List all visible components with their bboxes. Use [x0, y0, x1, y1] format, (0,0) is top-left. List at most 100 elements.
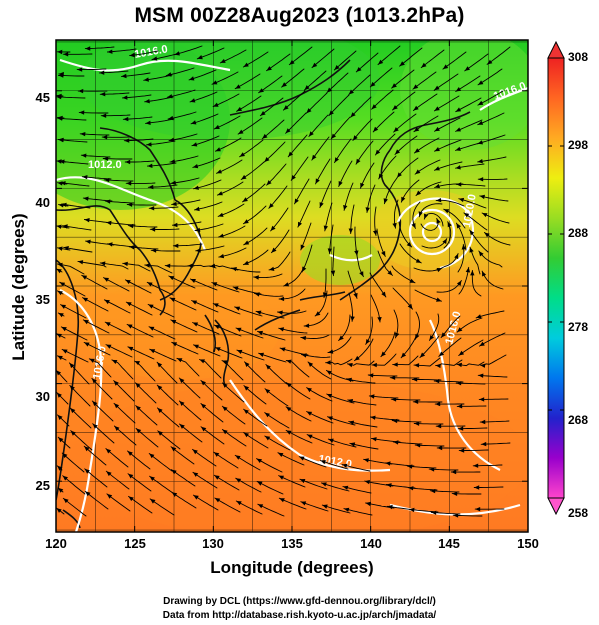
- streamline-arrowhead: [302, 266, 307, 272]
- streamline-arrowhead: [373, 126, 379, 132]
- streamline-arrowhead: [416, 190, 422, 196]
- streamline-arrowhead: [364, 480, 370, 485]
- streamline-arrowhead: [234, 306, 241, 311]
- streamline-arrowhead: [107, 242, 113, 247]
- streamline-arrowhead: [57, 262, 63, 268]
- streamline-arrowhead: [63, 246, 69, 251]
- streamline-arrowhead: [147, 163, 153, 168]
- streamline-arrowhead: [99, 70, 105, 75]
- streamline-arrowhead: [370, 415, 376, 420]
- isobar-label: 1012.0: [317, 453, 352, 471]
- streamline-arrowhead: [56, 392, 62, 398]
- streamline-arrowhead: [127, 202, 133, 207]
- streamline-arrowhead: [222, 360, 228, 365]
- streamline-arrowhead: [434, 378, 440, 384]
- streamline-arrowhead: [476, 314, 482, 319]
- streamline-arrowhead: [447, 221, 452, 228]
- streamline-arrowhead: [409, 507, 415, 513]
- streamline-arrowhead: [434, 85, 440, 91]
- streamline-arrowhead: [283, 282, 290, 287]
- streamline-arrowhead: [258, 88, 264, 93]
- streamline-arrowhead: [327, 349, 334, 354]
- streamline-arrowhead: [349, 442, 356, 447]
- streamline-arrowhead: [169, 159, 176, 164]
- streamline-arrowhead: [487, 59, 493, 65]
- streamline-arrowhead: [243, 385, 250, 391]
- streamline-arrowhead: [170, 319, 177, 325]
- streamline-arrowhead: [70, 408, 76, 414]
- streamline-arrowhead: [469, 230, 475, 236]
- streamline-arrowhead: [414, 148, 420, 153]
- streamline-arrowhead: [170, 180, 176, 185]
- streamline-arrowhead: [57, 49, 63, 55]
- streamline-arrowhead: [477, 159, 483, 164]
- x-tick-marks: [55, 40, 529, 532]
- y-tick-label: 40: [35, 195, 50, 210]
- streamline-arrowhead: [373, 230, 378, 236]
- streamline-arrowhead: [436, 198, 442, 203]
- streamline-arrowhead: [307, 434, 313, 439]
- streamline-arrowhead: [212, 80, 218, 85]
- colorbar-tick-label: 298: [568, 138, 589, 152]
- streamline-arrowhead: [338, 335, 344, 341]
- streamline-arrowhead: [231, 267, 237, 272]
- streamline-arrowhead: [418, 211, 423, 217]
- colorbar-top-arrow: [547, 40, 565, 59]
- streamline-arrowhead: [135, 405, 141, 411]
- streamline-arrowhead: [484, 232, 490, 238]
- streamline-arrowhead: [443, 209, 450, 214]
- streamline-arrowhead: [352, 135, 358, 141]
- streamline-arrowhead: [354, 250, 359, 256]
- streamline-arrowhead: [179, 424, 185, 429]
- streamline-arrowhead: [408, 486, 414, 491]
- x-tick-label: 135: [281, 536, 303, 551]
- x-tick-label: 140: [360, 536, 382, 551]
- streamline-arrowhead: [461, 244, 466, 250]
- streamline-arrowhead: [326, 394, 333, 398]
- streamline-arrowhead: [58, 313, 64, 318]
- streamline-arrowhead: [271, 247, 277, 253]
- streamline-arrowhead: [320, 460, 326, 465]
- streamline-arrowhead: [199, 359, 205, 364]
- streamline-arrowhead: [85, 239, 91, 244]
- streamline-arrowhead: [84, 446, 90, 452]
- streamline-arrowhead: [424, 213, 429, 220]
- streamline-arrowhead: [436, 424, 442, 429]
- streamline-arrowhead: [456, 381, 462, 386]
- streamline-arrowhead: [241, 174, 247, 180]
- streamline-arrowhead: [57, 355, 63, 360]
- streamline-arrowhead: [387, 504, 393, 510]
- streamline-arrowhead: [148, 184, 154, 190]
- streamline-arrowhead: [419, 352, 426, 358]
- streamline-arrowhead: [463, 212, 470, 218]
- streamline-arrowhead: [165, 263, 171, 268]
- colorbar-tick-label: 258: [568, 506, 589, 520]
- streamline-arrowhead: [455, 127, 461, 132]
- streamline-arrowhead: [421, 62, 427, 68]
- streamline-arrowhead: [57, 116, 63, 121]
- streamline-arrowhead: [129, 52, 135, 58]
- streamline-arrowhead: [166, 72, 172, 77]
- streamline-arrowhead: [218, 212, 224, 217]
- streamline-arrowhead: [315, 311, 321, 316]
- streamline-arrowhead: [57, 290, 63, 296]
- streamline-arrowhead: [84, 468, 90, 474]
- streamline-arrowhead: [69, 385, 75, 391]
- streamline-arrowhead: [438, 351, 445, 357]
- streamline-arrowhead: [414, 421, 420, 426]
- streamline-arrowhead: [286, 430, 292, 435]
- streamline-arrowhead: [191, 120, 197, 125]
- streamline-arrowhead: [456, 280, 462, 286]
- streamline-arrowhead: [105, 199, 111, 204]
- streamline-arrowhead: [470, 270, 475, 276]
- streamline-arrowhead: [236, 106, 243, 112]
- streamline-arrowhead: [126, 302, 132, 307]
- streamline-arrowhead: [149, 476, 155, 481]
- streamline-arrowhead: [454, 253, 459, 260]
- streamline-arrowhead: [327, 248, 332, 254]
- streamline-arrowhead: [347, 399, 354, 404]
- streamline-arrowhead: [265, 388, 271, 394]
- streamline-arrowhead: [236, 349, 243, 354]
- streamline-arrowhead: [407, 303, 413, 310]
- streamline-arrowhead: [365, 501, 371, 507]
